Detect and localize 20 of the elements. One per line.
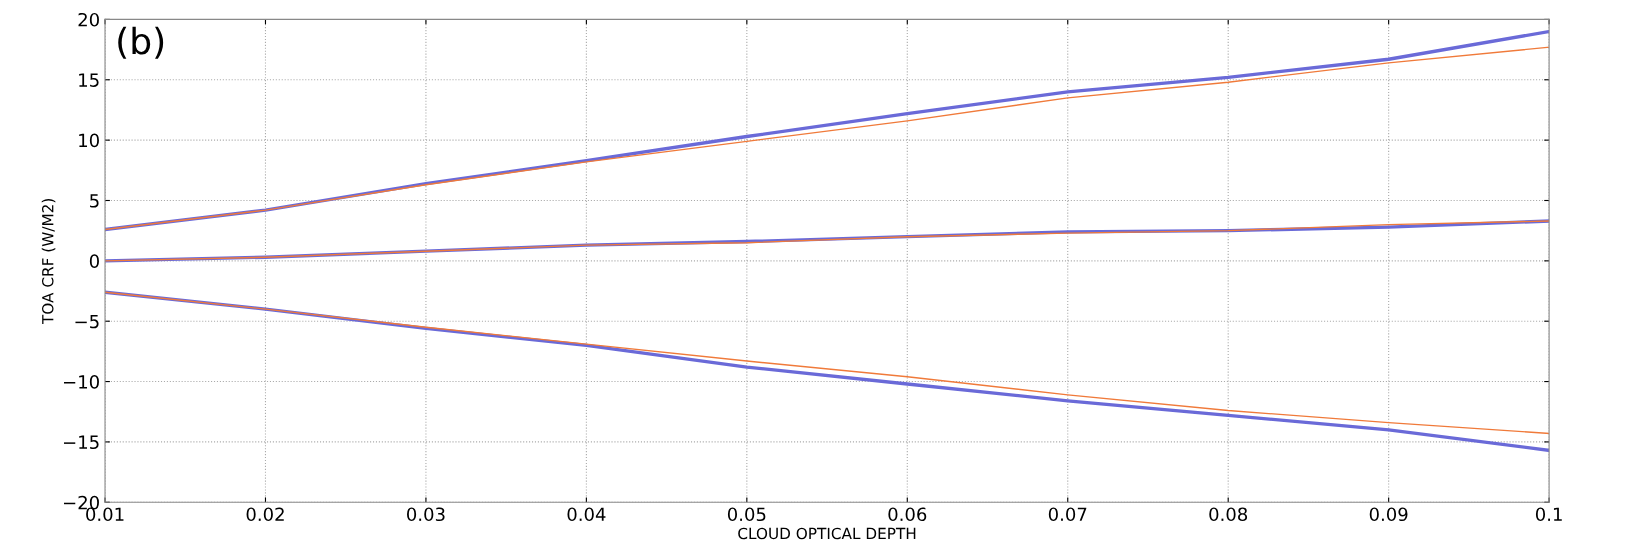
annotation: (b) [118,26,164,59]
x-tick-label: 0.1 [1535,507,1562,522]
y-tick-label: 10 [79,133,99,148]
x-tick-label: 0.06 [888,507,927,522]
y-tick-label: 0 [89,254,99,268]
x-tick-label: 0.05 [727,507,766,522]
y-tick-label: 15 [79,73,99,87]
y-tick-label: 20 [78,12,99,27]
y-axis-title: TOA CRF (W/M2) [41,198,56,325]
x-tick-label: 0.04 [567,507,606,522]
x-tick-label: 0.09 [1369,507,1408,522]
y-tick-label: −15 [63,435,99,450]
x-tick-label: 0.08 [1209,507,1248,522]
x-tick-label: 0.03 [407,507,445,522]
y-tick-label: 5 [90,194,99,208]
y-tick-label: −10 [63,375,99,389]
x-axis-title: CLOUD OPTICAL DEPTH [738,527,916,540]
x-tick-label: 0.02 [246,507,284,522]
y-tick-label: −5 [75,314,99,329]
x-tick-label: 0.07 [1048,507,1087,522]
